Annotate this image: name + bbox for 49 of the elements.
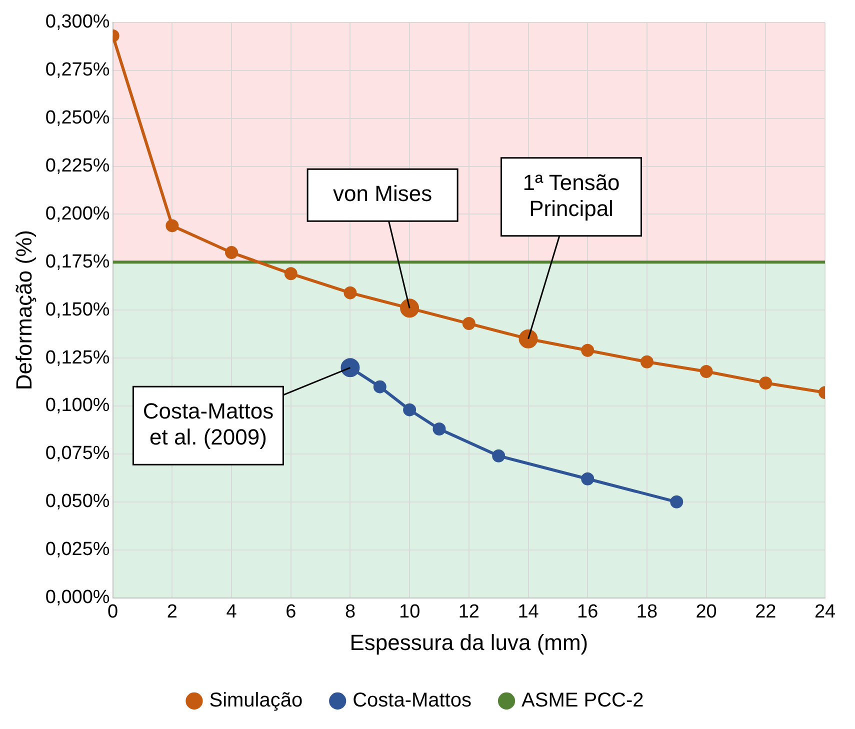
point [344,286,357,300]
point [284,267,298,280]
legend-label: ASME PCC-2 [522,690,644,712]
point [225,246,238,260]
point [403,403,416,416]
x-axis-title: Espessura da luva (mm) [350,630,588,655]
point [700,364,713,378]
y-tick-label: 0,025% [45,539,110,560]
y-tick-label: 0,075% [45,443,110,464]
x-tick-label: 0 [108,601,118,622]
y-tick-label: 0,175% [45,251,110,272]
point [373,380,386,394]
y-tick-label: 0,000% [45,587,110,608]
y-tick-label: 0,100% [45,395,110,416]
y-tick-label: 0,275% [45,60,110,81]
legend-label: Simulação [209,690,303,712]
x-tick-label: 2 [166,601,178,622]
annotation: 1ª Tensão Principal [522,170,620,221]
point [640,355,654,368]
y-tick-label: 0,250% [45,108,110,129]
legend-label: Costa-Mattos [352,690,472,712]
y-tick-label: 0,125% [45,347,110,368]
y-tick-label: 0,225% [45,155,110,176]
x-tick-label: 4 [226,601,238,622]
point [759,376,772,390]
y-axis-title: Deformação (%) [11,230,36,390]
x-tick-label: 16 [577,601,598,622]
point [581,472,594,486]
annotation: Costa-Mattos et al. (2009) [142,398,274,450]
x-tick-label: 18 [636,601,658,622]
y-tick-label: 0,150% [45,299,110,320]
x-tick-label: 8 [344,601,356,622]
x-tick-label: 12 [458,601,480,622]
x-tick-label: 6 [286,601,296,622]
x-tick-label: 14 [518,601,540,622]
point [670,495,684,508]
point [492,449,506,462]
x-tick-label: 20 [696,601,717,622]
y-tick-label: 0,200% [45,203,110,224]
point [581,344,594,357]
point [462,317,476,330]
x-tick-label: 10 [399,601,420,622]
y-tick-label: 0,050% [45,491,110,512]
y-tick-label: 0,300% [45,12,110,33]
annotation: von Mises [333,181,432,206]
x-tick-label: 24 [814,601,836,622]
x-tick-label: 22 [755,601,776,622]
point [166,219,179,232]
point [432,422,446,436]
